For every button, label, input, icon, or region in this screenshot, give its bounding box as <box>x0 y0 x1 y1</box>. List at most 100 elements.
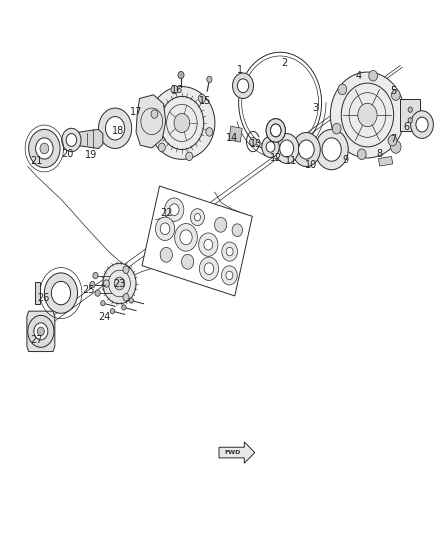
Polygon shape <box>27 311 55 352</box>
Circle shape <box>262 136 279 158</box>
Circle shape <box>338 84 347 95</box>
Polygon shape <box>378 157 393 166</box>
Circle shape <box>129 298 134 303</box>
Circle shape <box>175 223 198 251</box>
Circle shape <box>215 217 227 232</box>
Circle shape <box>180 230 192 245</box>
Circle shape <box>226 271 233 280</box>
Circle shape <box>101 301 105 306</box>
Circle shape <box>232 224 243 237</box>
Bar <box>400 99 420 131</box>
Circle shape <box>204 263 214 274</box>
Circle shape <box>34 323 48 340</box>
Circle shape <box>388 135 397 146</box>
Text: 10: 10 <box>304 160 317 171</box>
Circle shape <box>271 124 281 137</box>
Circle shape <box>99 108 132 149</box>
Circle shape <box>160 223 170 235</box>
Circle shape <box>51 281 71 305</box>
Circle shape <box>332 123 341 134</box>
Circle shape <box>110 309 115 314</box>
Circle shape <box>266 142 275 152</box>
Circle shape <box>35 138 53 159</box>
Circle shape <box>298 140 314 159</box>
Circle shape <box>275 134 299 164</box>
Circle shape <box>207 76 212 83</box>
Text: 16: 16 <box>171 85 184 95</box>
Circle shape <box>122 305 126 310</box>
Circle shape <box>95 290 100 296</box>
Circle shape <box>151 110 158 118</box>
Circle shape <box>160 247 173 262</box>
Text: 7: 7 <box>391 134 397 144</box>
Polygon shape <box>219 442 255 463</box>
Circle shape <box>106 117 125 140</box>
Text: 15: 15 <box>199 95 211 106</box>
Text: 6: 6 <box>404 122 410 132</box>
Circle shape <box>226 247 233 256</box>
Circle shape <box>206 128 213 136</box>
Circle shape <box>170 204 179 215</box>
Polygon shape <box>149 86 215 159</box>
Circle shape <box>103 280 110 287</box>
Text: 18: 18 <box>112 126 124 136</box>
Text: 20: 20 <box>61 149 73 159</box>
Circle shape <box>408 118 413 123</box>
Circle shape <box>198 94 205 103</box>
Text: 5: 5 <box>391 86 397 96</box>
Circle shape <box>62 128 81 152</box>
Text: 19: 19 <box>85 150 98 160</box>
Circle shape <box>322 138 341 161</box>
Text: 3: 3 <box>312 103 318 113</box>
Circle shape <box>37 327 44 336</box>
Circle shape <box>186 152 193 160</box>
Circle shape <box>194 213 201 221</box>
Circle shape <box>28 316 54 348</box>
Polygon shape <box>76 130 103 149</box>
Text: 25: 25 <box>82 286 94 295</box>
Circle shape <box>155 217 175 240</box>
Circle shape <box>171 85 178 94</box>
Text: 23: 23 <box>113 279 126 288</box>
Text: 17: 17 <box>130 107 142 117</box>
Circle shape <box>392 90 400 100</box>
Text: 1: 1 <box>237 65 243 75</box>
Text: 11: 11 <box>285 156 297 166</box>
Circle shape <box>123 294 129 301</box>
Circle shape <box>411 111 433 139</box>
Text: 2: 2 <box>281 59 288 68</box>
Circle shape <box>280 140 293 157</box>
Text: 13: 13 <box>250 139 262 149</box>
Circle shape <box>40 143 49 154</box>
Circle shape <box>123 266 129 273</box>
Polygon shape <box>142 186 252 296</box>
Circle shape <box>165 198 184 221</box>
Circle shape <box>191 209 205 225</box>
Circle shape <box>114 277 125 290</box>
Circle shape <box>199 257 219 280</box>
Circle shape <box>292 133 320 166</box>
Circle shape <box>315 130 348 169</box>
Text: 26: 26 <box>37 293 49 303</box>
Text: 14: 14 <box>226 133 238 143</box>
Text: 27: 27 <box>30 335 43 345</box>
Text: 24: 24 <box>99 312 111 322</box>
Circle shape <box>222 242 237 261</box>
Circle shape <box>266 119 286 142</box>
Circle shape <box>44 273 78 313</box>
Polygon shape <box>103 263 136 304</box>
Circle shape <box>90 281 95 288</box>
Circle shape <box>222 266 237 285</box>
Circle shape <box>233 73 254 99</box>
Circle shape <box>181 254 194 269</box>
Polygon shape <box>330 72 405 158</box>
Circle shape <box>358 103 377 127</box>
Polygon shape <box>35 282 40 304</box>
Text: 22: 22 <box>160 208 173 219</box>
Circle shape <box>158 143 165 152</box>
Text: 4: 4 <box>356 71 362 81</box>
Circle shape <box>66 134 77 147</box>
Polygon shape <box>136 95 166 148</box>
Circle shape <box>357 149 366 159</box>
Circle shape <box>178 71 184 79</box>
